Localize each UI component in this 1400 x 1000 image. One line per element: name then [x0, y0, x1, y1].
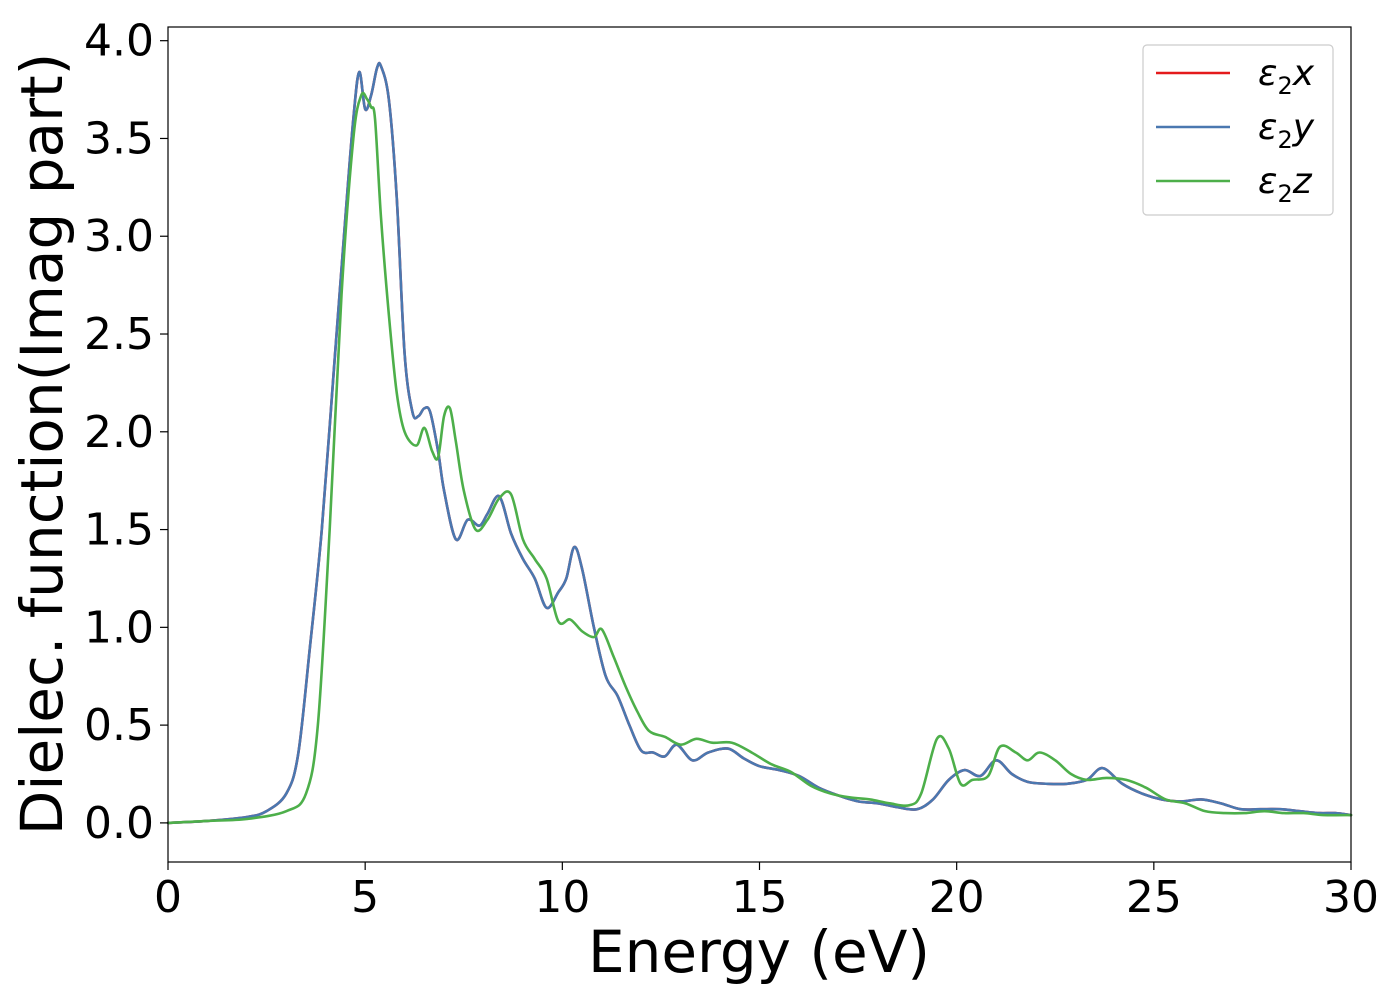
x-tick-label: 15	[732, 872, 788, 923]
y-axis-ticks: 0.0 0.5 1.0 1.5 2.0 2.5 3.0 3.5 4.0	[84, 16, 168, 849]
legend-label-y: ε2y	[1258, 107, 1315, 154]
series-layer	[166, 61, 1353, 825]
x-tick-label: 10	[534, 872, 590, 923]
x-axis-ticks: 0 5 10 15 20 25 30	[154, 862, 1379, 923]
y-tick-label: 0.0	[84, 798, 154, 849]
legend-items: ε2x ε2y ε2z	[1156, 53, 1315, 208]
x-tick-label: 20	[929, 872, 985, 923]
y-tick-label: 2.0	[84, 407, 154, 458]
x-tick-label: 5	[351, 872, 379, 923]
y-tick-label: 3.5	[84, 113, 154, 164]
y-tick-label: 3.0	[84, 211, 154, 262]
legend-box	[1142, 44, 1334, 216]
series-line-z	[166, 91, 1353, 825]
y-tick-label: 2.5	[84, 309, 154, 360]
x-tick-label: 30	[1323, 872, 1379, 923]
y-axis-label: Dielec. function(Imag part)	[8, 53, 76, 836]
x-tick-label: 0	[154, 872, 182, 923]
y-tick-label: 4.0	[84, 16, 154, 67]
legend-label-x: ε2x	[1258, 53, 1315, 100]
legend-label-z: ε2z	[1258, 161, 1313, 208]
x-axis-label: Energy (eV)	[588, 918, 930, 986]
y-tick-label: 1.5	[84, 505, 154, 556]
x-tick-label: 25	[1126, 872, 1182, 923]
legend: ε2x ε2y ε2z	[1142, 44, 1334, 216]
y-tick-label: 1.0	[84, 602, 154, 653]
y-tick-label: 0.5	[84, 700, 154, 751]
